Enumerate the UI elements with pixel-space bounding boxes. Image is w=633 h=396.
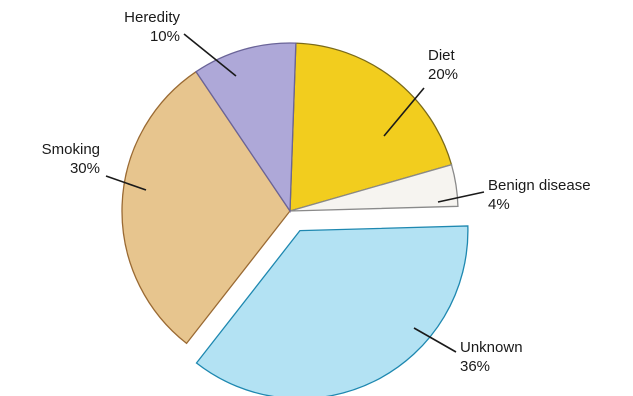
slice-unknown bbox=[195, 225, 469, 396]
leader-line-benign-disease bbox=[437, 191, 485, 203]
slice-heredity bbox=[195, 42, 297, 214]
slice-percent-unknown: 36% bbox=[460, 358, 490, 375]
slice-diet bbox=[289, 42, 453, 212]
slice-percent-smoking: 30% bbox=[70, 160, 100, 177]
slice-benign-disease bbox=[289, 163, 459, 212]
leader-lines bbox=[105, 33, 485, 353]
slice-label-unknown: Unknown bbox=[460, 339, 523, 356]
leader-line-diet bbox=[383, 87, 425, 137]
leader-line-smoking bbox=[105, 175, 147, 191]
slice-smoking bbox=[121, 70, 291, 345]
pie-slices bbox=[121, 42, 469, 396]
slice-label-benign-disease: Benign disease bbox=[488, 177, 591, 194]
leader-line-unknown bbox=[413, 327, 457, 353]
leader-line-heredity bbox=[183, 33, 237, 77]
slice-percent-diet: 20% bbox=[428, 66, 458, 83]
slice-percent-benign-disease: 4% bbox=[488, 196, 510, 213]
slice-label-diet: Diet bbox=[428, 47, 456, 64]
slice-label-heredity: Heredity bbox=[124, 9, 180, 26]
slice-labels: Diet 20% Benign disease 4% Unknown 36% Smoking… bbox=[42, 9, 591, 375]
slice-percent-heredity: 10% bbox=[150, 28, 180, 45]
slice-label-smoking: Smoking bbox=[42, 141, 100, 158]
